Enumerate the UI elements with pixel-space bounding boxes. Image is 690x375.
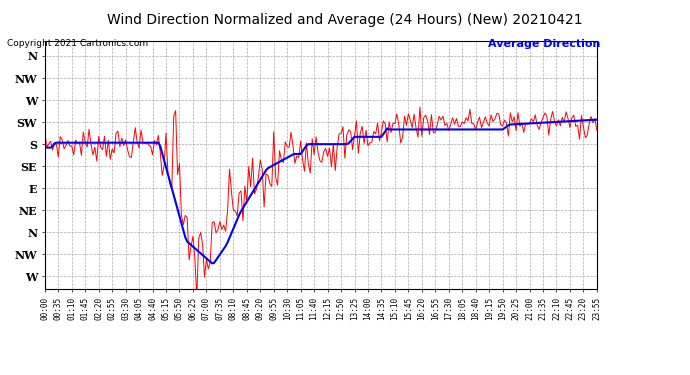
Text: Wind Direction Normalized and Average (24 Hours) (New) 20210421: Wind Direction Normalized and Average (2… xyxy=(107,13,583,27)
Text: Average Direction: Average Direction xyxy=(488,39,600,50)
Text: Copyright 2021 Cartronics.com: Copyright 2021 Cartronics.com xyxy=(7,39,148,48)
